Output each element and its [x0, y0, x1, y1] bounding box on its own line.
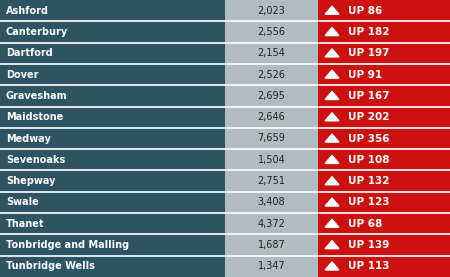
Text: UP 182: UP 182 — [348, 27, 390, 37]
Bar — [318, 21, 450, 43]
Text: UP 68: UP 68 — [348, 219, 382, 229]
Text: Ashford: Ashford — [6, 6, 49, 16]
Text: UP 108: UP 108 — [348, 155, 390, 165]
Text: Thanet: Thanet — [6, 219, 45, 229]
Bar — [318, 170, 450, 192]
Bar — [318, 64, 450, 85]
Bar — [225, 256, 318, 277]
Bar — [318, 107, 450, 128]
Bar — [0, 234, 225, 256]
Bar — [0, 128, 225, 149]
Polygon shape — [325, 198, 339, 206]
Bar — [225, 213, 318, 234]
Bar — [225, 107, 318, 128]
Bar — [318, 128, 450, 149]
Bar — [0, 0, 225, 21]
Bar — [225, 234, 318, 256]
Bar — [318, 192, 450, 213]
Text: 1,347: 1,347 — [257, 261, 285, 271]
Text: 1,504: 1,504 — [257, 155, 285, 165]
Text: UP 139: UP 139 — [348, 240, 389, 250]
Bar — [318, 234, 450, 256]
Bar — [318, 256, 450, 277]
Bar — [0, 107, 225, 128]
Polygon shape — [325, 113, 339, 121]
Text: 2,526: 2,526 — [257, 70, 285, 79]
Text: Tunbridge Wells: Tunbridge Wells — [6, 261, 95, 271]
Text: UP 197: UP 197 — [348, 48, 390, 58]
Text: Canterbury: Canterbury — [6, 27, 68, 37]
Polygon shape — [325, 177, 339, 185]
Polygon shape — [325, 70, 339, 78]
Bar — [225, 192, 318, 213]
Bar — [318, 85, 450, 107]
Text: Tonbridge and Malling: Tonbridge and Malling — [6, 240, 129, 250]
Bar — [318, 149, 450, 170]
Text: Gravesham: Gravesham — [6, 91, 67, 101]
Text: Swale: Swale — [6, 198, 39, 207]
Text: Dover: Dover — [6, 70, 39, 79]
Polygon shape — [325, 134, 339, 142]
Text: UP 113: UP 113 — [348, 261, 390, 271]
Text: 4,372: 4,372 — [257, 219, 285, 229]
Bar — [0, 43, 225, 64]
Bar — [318, 43, 450, 64]
Text: UP 91: UP 91 — [348, 70, 382, 79]
Bar — [225, 85, 318, 107]
Text: Maidstone: Maidstone — [6, 112, 63, 122]
Bar — [225, 21, 318, 43]
Text: 2,154: 2,154 — [257, 48, 285, 58]
Bar — [0, 213, 225, 234]
Text: UP 132: UP 132 — [348, 176, 390, 186]
Polygon shape — [325, 6, 339, 14]
Bar — [0, 85, 225, 107]
Text: Shepway: Shepway — [6, 176, 55, 186]
Polygon shape — [325, 241, 339, 249]
Polygon shape — [325, 219, 339, 227]
Text: Sevenoaks: Sevenoaks — [6, 155, 65, 165]
Bar — [225, 43, 318, 64]
Text: 2,695: 2,695 — [257, 91, 285, 101]
Bar — [318, 213, 450, 234]
Text: Medway: Medway — [6, 134, 51, 143]
Bar — [225, 0, 318, 21]
Bar — [225, 64, 318, 85]
Bar — [0, 192, 225, 213]
Bar — [0, 170, 225, 192]
Text: 1,687: 1,687 — [257, 240, 285, 250]
Text: UP 356: UP 356 — [348, 134, 390, 143]
Bar — [0, 256, 225, 277]
Text: 2,646: 2,646 — [257, 112, 285, 122]
Text: 7,659: 7,659 — [257, 134, 285, 143]
Polygon shape — [325, 49, 339, 57]
Text: UP 123: UP 123 — [348, 198, 390, 207]
Text: 2,751: 2,751 — [257, 176, 285, 186]
Bar — [225, 128, 318, 149]
Bar — [0, 64, 225, 85]
Polygon shape — [325, 262, 339, 270]
Polygon shape — [325, 91, 339, 99]
Bar — [318, 0, 450, 21]
Bar — [0, 21, 225, 43]
Polygon shape — [325, 27, 339, 36]
Text: 2,556: 2,556 — [257, 27, 285, 37]
Text: 2,023: 2,023 — [257, 6, 285, 16]
Bar — [0, 149, 225, 170]
Polygon shape — [325, 155, 339, 163]
Text: UP 202: UP 202 — [348, 112, 390, 122]
Text: UP 167: UP 167 — [348, 91, 390, 101]
Bar — [225, 170, 318, 192]
Text: 3,408: 3,408 — [258, 198, 285, 207]
Text: UP 86: UP 86 — [348, 6, 382, 16]
Bar — [225, 149, 318, 170]
Text: Dartford: Dartford — [6, 48, 53, 58]
